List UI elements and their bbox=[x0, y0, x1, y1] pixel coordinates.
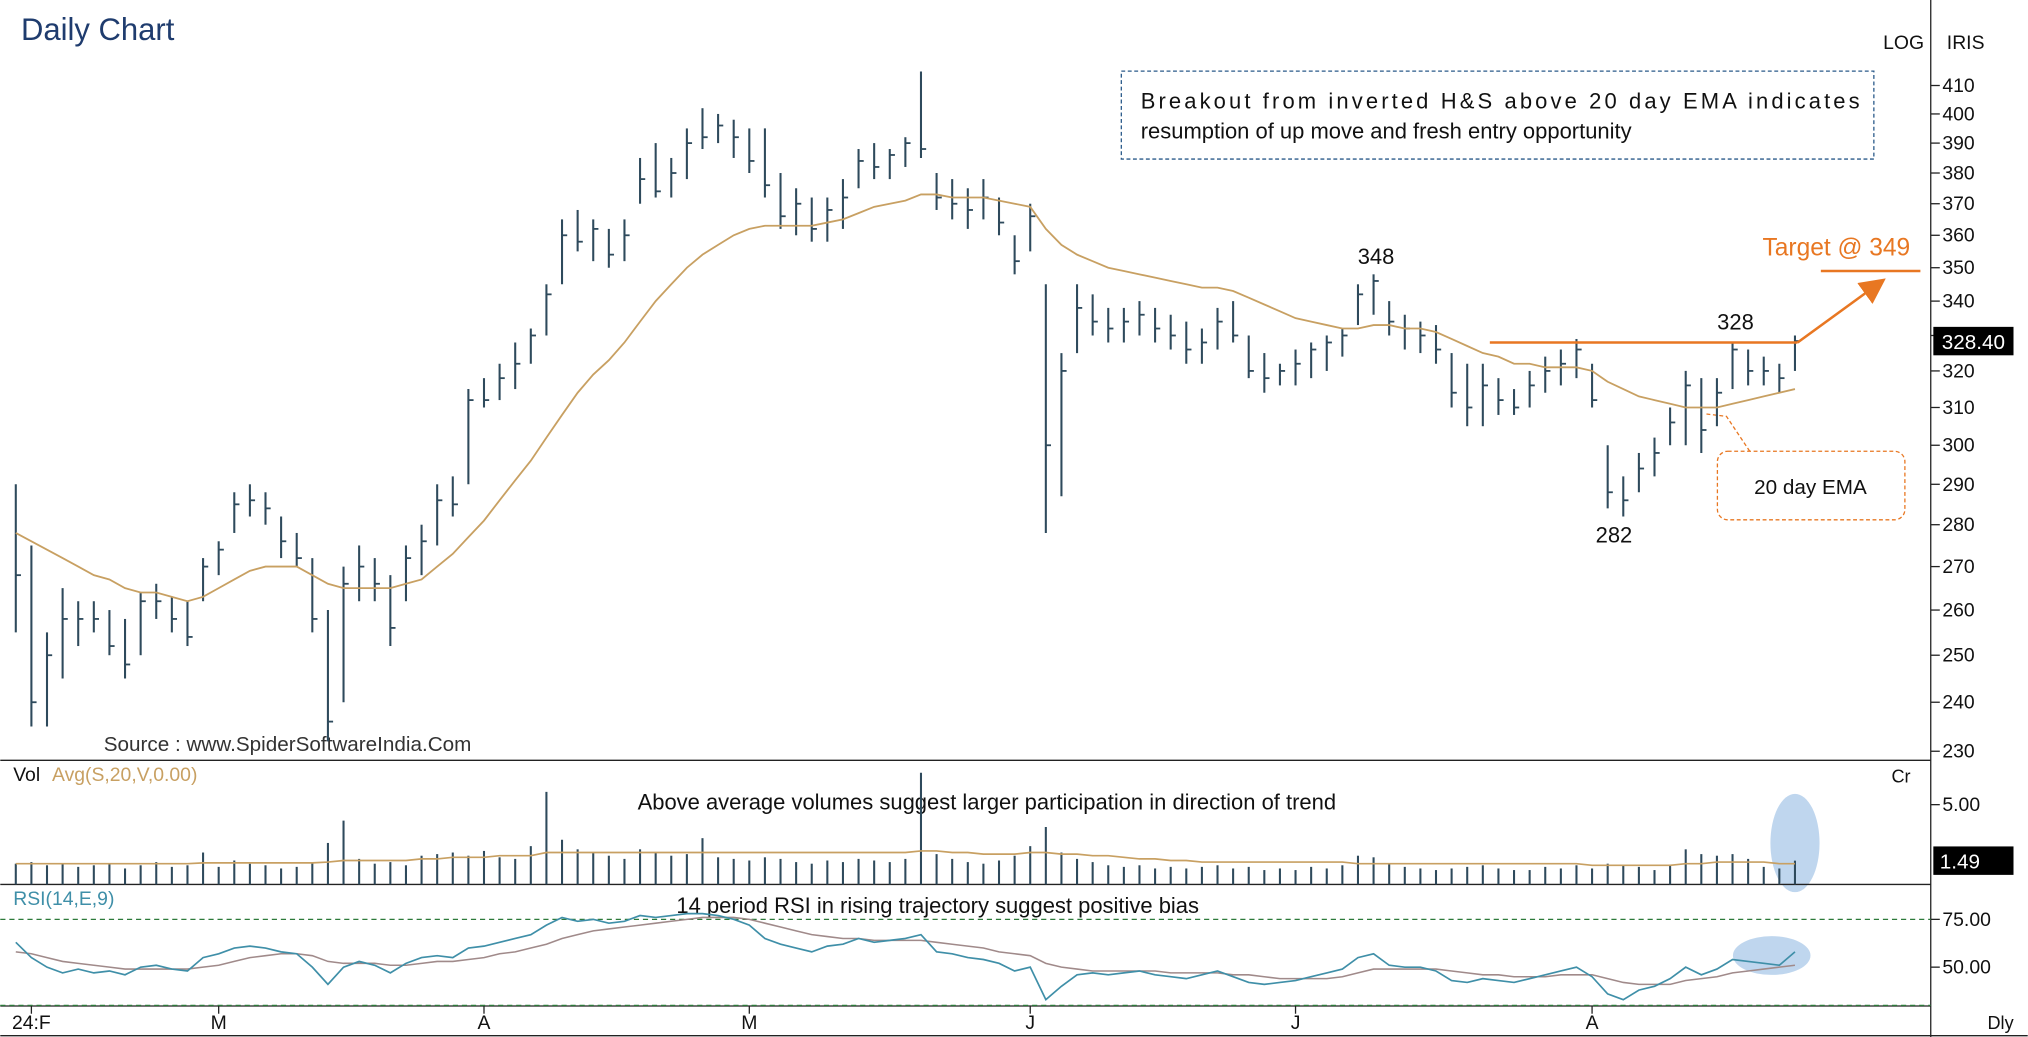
x-tick-label: J bbox=[1025, 1012, 1035, 1034]
y-tick-label: 390 bbox=[1942, 133, 1975, 155]
y-tick-label: 400 bbox=[1942, 103, 1975, 125]
note-box bbox=[1120, 70, 1875, 160]
ema-line bbox=[15, 193, 1796, 603]
y-tick-label: 270 bbox=[1942, 556, 1975, 578]
source-label: Source : www.SpiderSoftwareIndia.Com bbox=[104, 733, 472, 756]
y-tick-label: 250 bbox=[1942, 645, 1975, 667]
y-tick-label: 360 bbox=[1942, 225, 1975, 247]
y-tick-label: 380 bbox=[1942, 162, 1975, 184]
x-tick-label: A bbox=[1586, 1012, 1599, 1034]
y-tick-label: 5.00 bbox=[1942, 794, 1980, 816]
volume-note: Above average volumes suggest larger par… bbox=[638, 789, 1337, 814]
y-tick-label: 410 bbox=[1942, 75, 1975, 97]
chart-title: Daily Chart bbox=[21, 12, 175, 47]
note-line: resumption of up move and fresh entry op… bbox=[1141, 118, 1632, 143]
peak-label: 282 bbox=[1596, 522, 1633, 547]
rsi-signal-line bbox=[15, 916, 1796, 986]
x-tick-label: M bbox=[211, 1012, 227, 1034]
target-arrow bbox=[1796, 278, 1886, 344]
x-tick-label: M bbox=[741, 1012, 757, 1034]
peak-label: 328 bbox=[1717, 310, 1754, 335]
x-tick-label: A bbox=[478, 1012, 491, 1034]
y-tick-label: 240 bbox=[1942, 692, 1975, 714]
y-tick-label: 320 bbox=[1942, 360, 1975, 382]
scale-label: LOG bbox=[1883, 32, 1924, 54]
x-tick-label: 24:F bbox=[12, 1012, 51, 1034]
ema-note-pointer bbox=[1704, 413, 1751, 452]
y-tick-label: 340 bbox=[1942, 291, 1975, 313]
rsi-note: 14 period RSI in rising trajectory sugge… bbox=[676, 893, 1199, 918]
price-tag bbox=[1933, 326, 2014, 356]
volume-label: Vol bbox=[13, 764, 40, 786]
target-label: Target @ 349 bbox=[1762, 235, 1910, 262]
y-tick-label: 50.00 bbox=[1942, 957, 1991, 979]
y-tick-label: 370 bbox=[1942, 193, 1975, 215]
y-tick-label: 300 bbox=[1942, 435, 1975, 457]
x-tick-label: J bbox=[1291, 1012, 1301, 1034]
volume-avg-line bbox=[15, 850, 1795, 867]
rsi-highlight bbox=[1732, 936, 1811, 975]
y-tick-label: 280 bbox=[1942, 514, 1975, 536]
volume-unit: Cr bbox=[1891, 766, 1910, 786]
note-line: Breakout from inverted H&S above 20 day … bbox=[1141, 89, 1860, 114]
price-tag-label: 328.40 bbox=[1942, 331, 2005, 354]
rsi-line bbox=[15, 912, 1796, 1002]
peak-label: 348 bbox=[1358, 244, 1395, 269]
y-tick-label: 350 bbox=[1942, 257, 1975, 279]
y-tick-label: 260 bbox=[1942, 600, 1975, 622]
ema-note-box bbox=[1716, 450, 1906, 521]
y-tick-label: 310 bbox=[1942, 397, 1975, 419]
volume-tag-label: 1.49 bbox=[1940, 850, 1980, 873]
volume-tag bbox=[1933, 846, 2014, 875]
interval-label: Dly bbox=[1988, 1013, 2015, 1033]
ema-note: 20 day EMA bbox=[1754, 476, 1867, 499]
volume-highlight bbox=[1770, 793, 1820, 893]
vendor-label: IRIS bbox=[1947, 32, 1985, 54]
volume-avg-label: Avg(S,20,V,0.00) bbox=[52, 764, 197, 786]
y-tick-label: 230 bbox=[1942, 741, 1975, 763]
y-tick-label: 290 bbox=[1942, 474, 1975, 496]
y-tick-label: 75.00 bbox=[1942, 909, 1991, 931]
rsi-label: RSI(14,E,9) bbox=[13, 888, 114, 910]
